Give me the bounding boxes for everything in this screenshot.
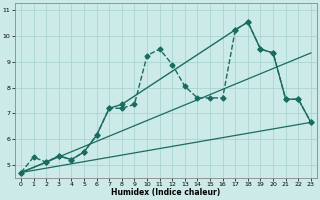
X-axis label: Humidex (Indice chaleur): Humidex (Indice chaleur) bbox=[111, 188, 220, 197]
